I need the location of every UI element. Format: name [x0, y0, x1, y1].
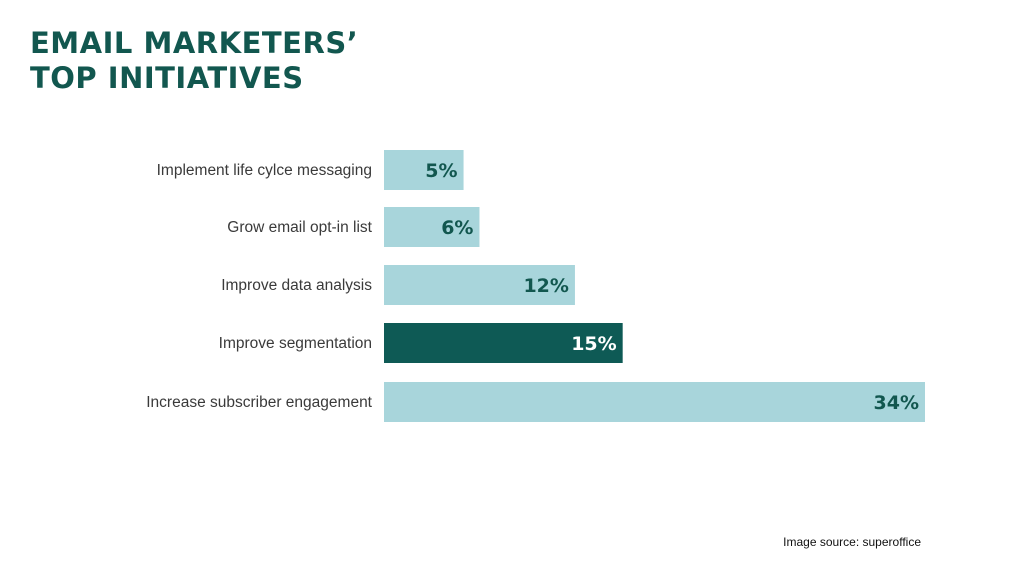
bar-group-grow-email-opt-in-list: Grow email opt-in list 6%: [227, 207, 480, 247]
image-source-caption: Image source: superoffice: [783, 535, 921, 549]
bar-grow-email-opt-in-list: [384, 207, 480, 247]
category-label: Grow email opt-in list: [227, 219, 372, 236]
bar-improve-data-analysis: [384, 265, 575, 305]
value-label: 6%: [441, 217, 473, 239]
category-label: Improve segmentation: [219, 335, 372, 352]
bar-improve-segmentation: [384, 323, 623, 363]
bar-implement-life-cylce-messaging: [384, 150, 464, 190]
value-label: 34%: [874, 392, 919, 414]
chart-title: EMAIL MARKETERS’ TOP INITIATIVES: [30, 26, 358, 96]
chart-title-line-1: EMAIL MARKETERS’: [30, 26, 359, 60]
bar-group-implement-life-cylce-messaging: Implement life cylce messaging 5%: [157, 150, 464, 190]
bar-group-improve-segmentation: Improve segmentation 15%: [219, 323, 623, 363]
category-label: Increase subscriber engagement: [146, 394, 372, 411]
value-label: 12%: [523, 275, 568, 297]
category-label: Implement life cylce messaging: [157, 162, 372, 179]
bar-group-improve-data-analysis: Improve data analysis 12%: [221, 265, 575, 305]
category-label: Improve data analysis: [221, 277, 372, 294]
value-label: 5%: [425, 160, 457, 182]
value-label: 15%: [571, 333, 616, 355]
bar-group-increase-subscriber-engagement: Increase subscriber engagement 34%: [146, 382, 925, 422]
chart-title-line-2: TOP INITIATIVES: [30, 61, 304, 95]
bar-increase-subscriber-engagement: [384, 382, 925, 422]
